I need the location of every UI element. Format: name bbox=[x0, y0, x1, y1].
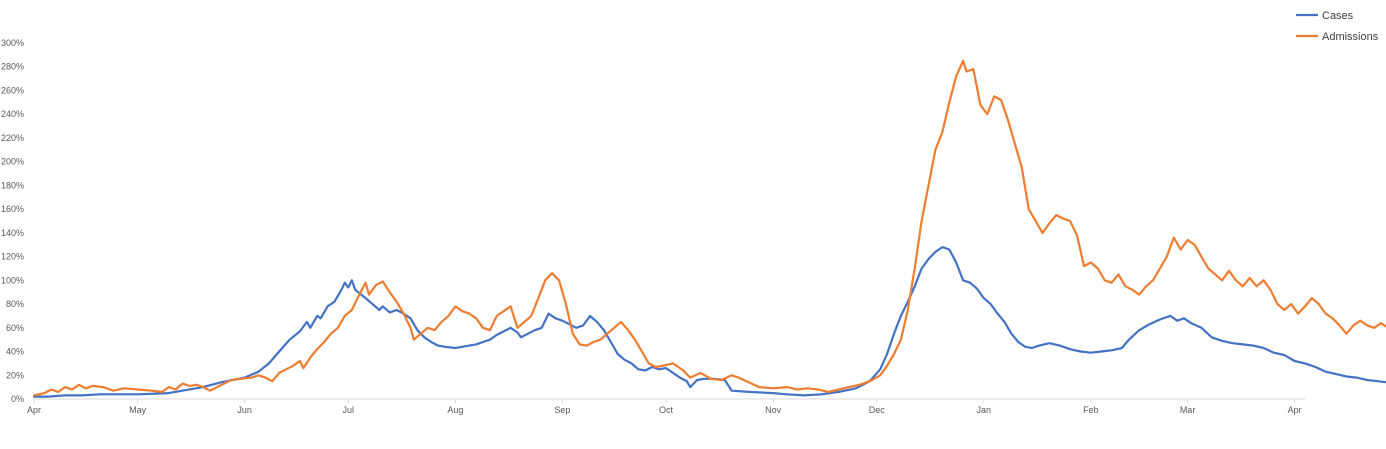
series-line-admissions bbox=[32, 59, 1386, 397]
y-tick-label: 20% bbox=[6, 370, 24, 380]
x-tick-label: Oct bbox=[659, 405, 674, 415]
y-tick-label: 200% bbox=[1, 157, 24, 167]
y-tick-label: 140% bbox=[1, 228, 24, 238]
y-tick-label: 40% bbox=[6, 347, 24, 357]
x-tick-label: Jul bbox=[343, 405, 355, 415]
series-layer bbox=[32, 59, 1386, 398]
x-tick-label: May bbox=[129, 405, 147, 415]
x-axis: Apr May Jun Jul Aug Sep Oct Nov Dec Jan Feb Mar Apr bbox=[27, 399, 1302, 415]
x-tick-label: Feb bbox=[1083, 405, 1099, 415]
legend: Cases Admissions bbox=[1296, 10, 1379, 43]
x-tick-label: Jun bbox=[237, 405, 252, 415]
y-tick-label: 100% bbox=[1, 275, 24, 285]
y-tick-label: 280% bbox=[1, 62, 24, 72]
y-tick-label: 300% bbox=[1, 38, 24, 48]
x-tick-label: Apr bbox=[1288, 405, 1302, 415]
y-tick-label: 0% bbox=[11, 394, 24, 404]
y-tick-label: 120% bbox=[1, 252, 24, 262]
legend-label-cases: Cases bbox=[1322, 10, 1354, 22]
x-tick-label: Sep bbox=[554, 405, 570, 415]
y-tick-label: 180% bbox=[1, 180, 24, 190]
y-tick-label: 60% bbox=[6, 323, 24, 333]
y-axis: 0% 20% 40% 60% 80% 100% 120% 140% 160% 180% 200% 22… bbox=[1, 38, 24, 404]
x-tick-label: Apr bbox=[27, 405, 41, 415]
y-tick-label: 240% bbox=[1, 109, 24, 119]
y-tick-label: 160% bbox=[1, 204, 24, 214]
x-tick-label: Nov bbox=[765, 405, 782, 415]
x-tick-label: Dec bbox=[869, 405, 886, 415]
x-tick-label: Jan bbox=[977, 405, 992, 415]
series-line-cases bbox=[32, 246, 1386, 398]
y-tick-label: 260% bbox=[1, 85, 24, 95]
y-tick-label: 80% bbox=[6, 299, 24, 309]
y-tick-label: 220% bbox=[1, 133, 24, 143]
x-tick-label: Aug bbox=[447, 405, 463, 415]
x-tick-label: Mar bbox=[1180, 405, 1196, 415]
legend-label-admissions: Admissions bbox=[1322, 31, 1379, 43]
